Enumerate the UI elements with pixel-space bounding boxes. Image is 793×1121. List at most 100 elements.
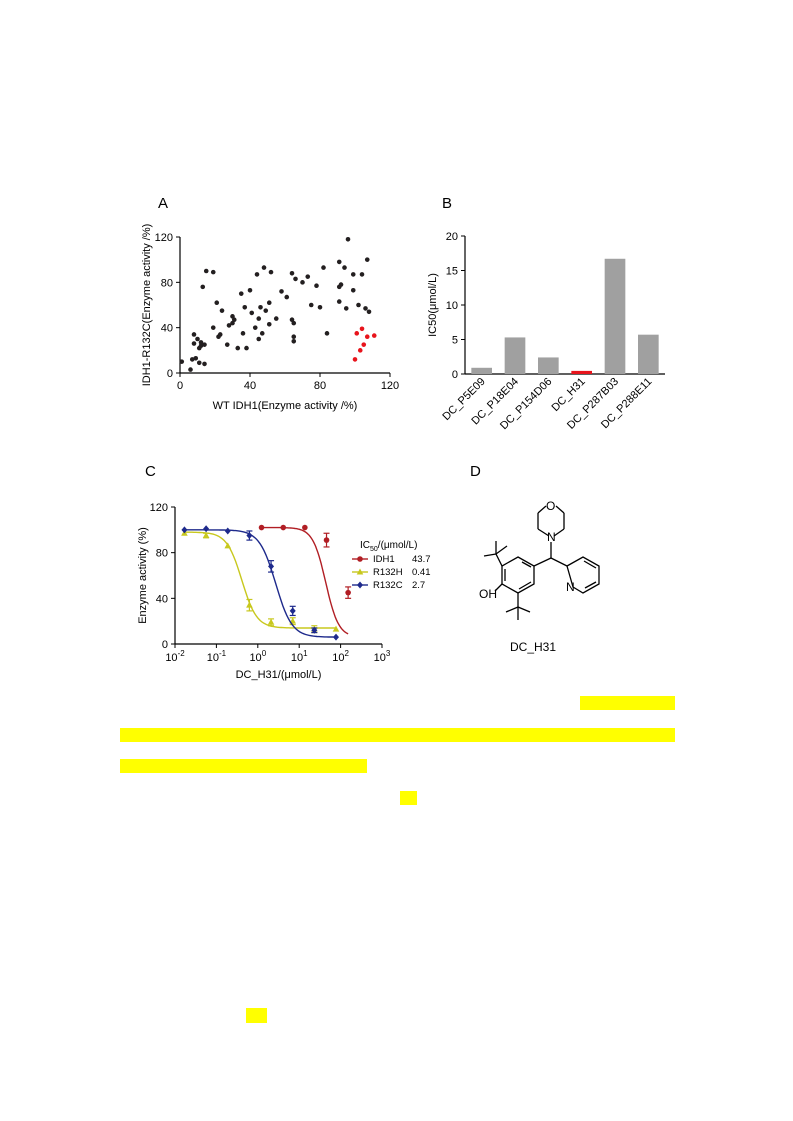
data-point — [249, 310, 255, 316]
y-tick-label: 120 — [155, 232, 173, 244]
phenol-ring — [501, 556, 535, 594]
data-point — [263, 308, 269, 313]
legend-ic50: 2.7 — [412, 580, 425, 591]
compound-name: DC_H31 — [510, 640, 556, 654]
y-tick-label: 0 — [452, 369, 458, 381]
bar — [638, 334, 659, 374]
highlight-point — [352, 357, 358, 362]
highlight-block — [120, 759, 367, 773]
data-point — [246, 532, 253, 540]
data-point — [342, 265, 347, 270]
data-point — [258, 304, 263, 310]
chemical-structure: O N OH N DC_H31 — [479, 499, 600, 654]
legend-title: IC50/(μmol/L) — [360, 540, 417, 553]
data-point — [252, 325, 258, 330]
bar — [571, 370, 592, 374]
data-point — [259, 331, 265, 336]
data-point — [258, 524, 265, 531]
y-tick-label: 80 — [161, 277, 173, 289]
data-point — [291, 320, 297, 326]
data-point — [350, 272, 356, 277]
data-point — [246, 601, 253, 608]
data-point — [314, 283, 319, 289]
x-tick-label: 100 — [249, 649, 266, 664]
data-point — [356, 568, 364, 575]
y-axis-label: IC50(μmol/L) — [427, 273, 439, 337]
y-tick-label: 40 — [156, 593, 168, 605]
data-point — [244, 345, 249, 351]
legend-label: IDH1 — [373, 554, 395, 565]
data-point — [359, 272, 365, 277]
data-point — [305, 274, 311, 279]
data-point — [189, 357, 195, 362]
data-point — [343, 306, 349, 311]
y-tick-label: 40 — [161, 323, 173, 335]
fit-curve — [184, 531, 336, 629]
x-tick-label: 102 — [332, 649, 349, 664]
data-point — [179, 359, 185, 364]
x-tick-label: 120 — [381, 380, 399, 392]
x-tick-label: 10-2 — [165, 649, 185, 664]
panel-b: B 0 5 10 15 20 IC50(μmol/L) DC_P5E09 DC_P18E04 D… — [420, 190, 690, 460]
x-axis-label: DC_H31/(μmol/L) — [236, 669, 322, 681]
legend-ic50: 43.7 — [412, 554, 431, 565]
x-tick-label: 103 — [374, 649, 391, 664]
hydroxyl-label: OH — [479, 587, 497, 601]
y-tick-label: 20 — [446, 231, 458, 243]
data-point — [210, 269, 216, 275]
data-point — [284, 294, 290, 300]
highlight-point — [354, 331, 360, 336]
data-point — [280, 524, 287, 531]
highlight-block — [580, 696, 675, 710]
data-point — [323, 537, 330, 543]
data-point — [350, 287, 356, 293]
fit-curve — [184, 529, 336, 638]
bar-chart: 05101520IC50(μmol/L)DC_P5E09DC_P18E04DC_… — [427, 231, 665, 432]
data-point — [231, 317, 237, 323]
data-point — [357, 581, 363, 589]
data-point — [226, 323, 232, 328]
data-point — [366, 309, 372, 315]
data-point — [224, 342, 230, 347]
data-point — [291, 334, 297, 340]
y-axis-label: Enzyme activity (%) — [137, 527, 149, 624]
x-tick-label: 0 — [177, 380, 183, 392]
data-point — [214, 300, 220, 306]
data-point — [224, 542, 232, 549]
data-point — [198, 343, 204, 349]
y-tick-label: 10 — [446, 300, 458, 312]
panel-d: D — [470, 460, 640, 660]
data-point — [266, 321, 272, 327]
data-point — [273, 316, 279, 321]
highlight-point — [364, 334, 370, 340]
data-point — [195, 336, 200, 342]
y-axis-label: IDH1-R132C(Enzyme activity /%) — [141, 224, 153, 387]
data-point — [219, 308, 225, 313]
data-point — [332, 625, 340, 632]
data-point — [336, 259, 342, 265]
data-point — [235, 345, 241, 351]
data-point — [230, 314, 235, 319]
data-point — [203, 268, 209, 274]
data-point — [196, 360, 202, 366]
data-point — [256, 336, 262, 342]
data-point — [193, 355, 199, 361]
panel-a-letter: A — [158, 195, 169, 212]
data-point — [311, 626, 318, 634]
y-tick-label: 80 — [156, 548, 168, 560]
legend-label: R132H — [373, 567, 403, 578]
data-point — [240, 331, 246, 336]
data-point — [364, 257, 370, 262]
data-point — [268, 562, 275, 570]
x-tick-label: 80 — [314, 380, 326, 392]
panel-a: A 0 40 80 120 0 40 80 120 WT IDH1(Enzyme activit… — [140, 190, 400, 430]
data-point — [317, 304, 323, 310]
data-point — [345, 236, 351, 242]
data-point — [345, 589, 351, 596]
y-tick-label: 15 — [446, 266, 458, 278]
highlight-point — [359, 326, 365, 332]
bar — [538, 357, 559, 374]
data-point — [191, 332, 197, 337]
data-point — [261, 265, 267, 270]
pyridine-nitrogen: N — [566, 580, 575, 594]
